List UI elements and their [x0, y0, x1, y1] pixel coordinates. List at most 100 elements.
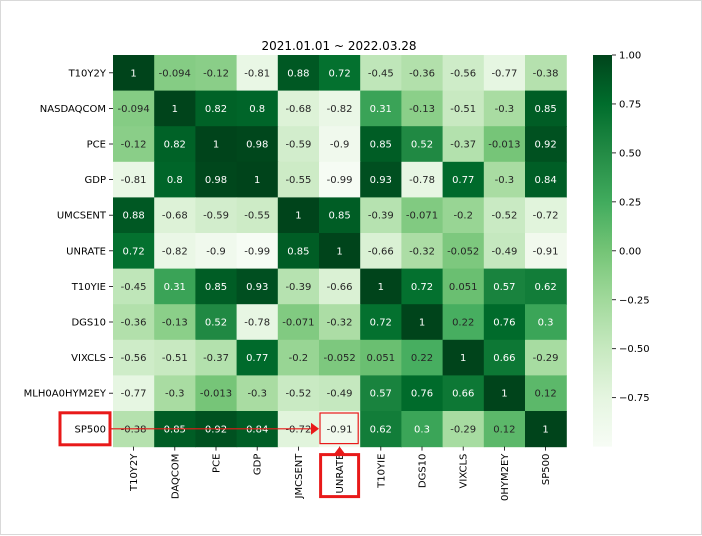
row-tick-label-vixcls: VIXCLS	[71, 353, 106, 364]
heatmap-cell-unrate-gdp	[236, 233, 279, 270]
column-tick-label-dgs10: DGS10	[418, 454, 429, 489]
heatmap-cell-gdp-t10y2y	[113, 161, 155, 198]
heatmap-cell-t10yie-jmcsent	[277, 268, 320, 305]
row-tick-label-sp500: SP500	[75, 424, 106, 435]
heatmap-cell-value: 0.84	[246, 424, 268, 435]
heatmap-cell-value: -0.32	[409, 246, 435, 257]
heatmap-cell-value: -0.78	[409, 175, 435, 186]
column-tick-labels: T10Y2Y DAQCOM PCE GDP JMCSENT UNRATE T10YIE DGS…	[129, 446, 552, 501]
heatmap-cell-value: -0.052	[323, 353, 355, 364]
heatmap-cell-pce-pce	[195, 126, 238, 163]
heatmap-cell-value: 1	[254, 175, 260, 186]
heatmap-cell-value: 1	[460, 353, 466, 364]
heatmap-cell-value: -0.55	[244, 211, 270, 222]
heatmap-cell-value: -0.66	[368, 246, 394, 257]
heatmap-cell-value: -0.052	[447, 246, 479, 257]
colorbar-tick-label: −0.25	[619, 295, 650, 306]
heatmap-cell-value: 0.31	[370, 104, 392, 115]
heatmap-cell-value: -0.56	[450, 68, 476, 79]
heatmap-cell-umcsent-gdp	[236, 197, 279, 234]
heatmap-cell-pce-t10yie	[360, 126, 402, 163]
heatmap-cell-value: 1	[378, 282, 384, 293]
heatmap-cell-value: 0.93	[370, 175, 392, 186]
heatmap-cell-value: 0.72	[122, 246, 144, 257]
heatmap-cell-value: 0.31	[164, 282, 186, 293]
heatmap-cell-value: 0.77	[246, 353, 268, 364]
heatmap-cell-pce-sp500	[525, 126, 567, 163]
row-tick-label-dgs10: DGS10	[71, 318, 106, 329]
colorbar-tick-label: 0.00	[619, 246, 641, 257]
heatmap-cell-value: 0.57	[493, 282, 515, 293]
colorbar-tick-label: 0.25	[619, 197, 641, 208]
heatmap-cell-vixcls-sp500	[525, 339, 567, 376]
heatmap-cell-value: 0.52	[411, 140, 433, 151]
heatmap-cell-value: 1	[336, 246, 342, 257]
column-tick-label-pce: PCE	[212, 454, 223, 473]
heatmap-cell-value: 0.85	[370, 140, 392, 151]
heatmap-cell-value: -0.45	[368, 68, 394, 79]
heatmap-cell-umcsent-0hym2ey	[483, 197, 526, 234]
heatmap-cell-sp500-dgs10	[401, 411, 444, 448]
heatmap-cell-nasdaqcom-dgs10	[401, 90, 444, 127]
heatmap-cell-dgs10-0hym2ey	[483, 304, 526, 341]
heatmap-cell-nasdaqcom-unrate	[319, 90, 361, 127]
heatmap-cell-gdp-dgs10	[401, 161, 444, 198]
heatmap-cell-value: 0.62	[370, 424, 392, 435]
column-tick-label-0hym2ey: 0HYM2EY	[500, 453, 511, 501]
heatmap-cell-value: 0.051	[449, 282, 478, 293]
heatmap-cell-value: -0.9	[206, 246, 226, 257]
heatmap-cell-value: -0.82	[162, 246, 188, 257]
column-arrow-head	[333, 446, 346, 455]
heatmap-cell-value: -0.77	[121, 389, 147, 400]
heatmap-cell-vixcls-gdp	[236, 339, 279, 376]
heatmap-cell-value: -0.51	[450, 104, 476, 115]
heatmap-cell-value: 1	[213, 140, 219, 151]
heatmap-cell-mlh0a0hym2ey-pce	[195, 375, 238, 412]
heatmap-cell-value: -0.39	[285, 282, 311, 293]
row-tick-label-umcsent: UMCSENT	[57, 211, 107, 222]
column-tick-label-t10yie: T10YIE	[376, 454, 387, 489]
heatmap-cell-mlh0a0hym2ey-t10y2y	[113, 375, 155, 412]
heatmap-cell-gdp-vixcls	[442, 161, 485, 198]
heatmap-cell-mlh0a0hym2ey-gdp	[236, 375, 279, 412]
heatmap-cell-value: -0.81	[121, 175, 147, 186]
heatmap-cell-vixcls-daqcom	[154, 339, 196, 376]
heatmap-cell-umcsent-daqcom	[154, 197, 196, 234]
colorbar-tick-label: −0.75	[619, 393, 650, 404]
heatmap-cell-value: 0.76	[493, 318, 515, 329]
heatmap-cell-value: -0.68	[285, 104, 311, 115]
heatmap-cell-unrate-t10y2y	[113, 233, 155, 270]
heatmap-cell-umcsent-vixcls	[442, 197, 485, 234]
heatmap-cell-t10y2y-sp500	[525, 55, 567, 92]
heatmap-cell-value: -0.66	[327, 282, 353, 293]
heatmap-cell-nasdaqcom-t10y2y	[113, 90, 155, 127]
heatmap-cell-umcsent-dgs10	[401, 197, 444, 234]
heatmap-cell-mlh0a0hym2ey-daqcom	[154, 375, 196, 412]
heatmap-cell-t10y2y-gdp	[236, 55, 279, 92]
heatmap-cell-value: -0.51	[162, 353, 188, 364]
colorbar-tick-label: −0.50	[619, 344, 650, 355]
heatmap-cell-pce-daqcom	[154, 126, 196, 163]
heatmap-cell-sp500-0hym2ey	[483, 411, 526, 448]
heatmap-cell-sp500-sp500	[525, 411, 567, 448]
heatmap-cell-value: -0.094	[159, 68, 191, 79]
heatmap-cell-value: -0.49	[327, 389, 353, 400]
heatmap-cell-value: 1	[172, 104, 178, 115]
column-tick-label-daqcom: DAQCOM	[170, 454, 181, 500]
colorbar-tick-label: 0.75	[619, 99, 641, 110]
heatmap-cell-value: -0.49	[491, 246, 517, 257]
heatmap-cells	[113, 55, 567, 448]
cell-highlight-box	[319, 412, 359, 445]
heatmap-cell-t10y2y-pce	[195, 55, 238, 92]
column-tick-label-gdp: GDP	[253, 454, 264, 475]
heatmap-cell-t10y2y-dgs10	[401, 55, 444, 92]
heatmap-cell-unrate-vixcls	[442, 233, 485, 270]
colorbar-tick-label: 0.50	[619, 148, 641, 159]
heatmap-cell-t10yie-daqcom	[154, 268, 196, 305]
heatmap-cell-value: 1	[501, 389, 507, 400]
heatmap-cell-value: -0.91	[327, 424, 353, 435]
heatmap-cell-umcsent-sp500	[525, 197, 567, 234]
heatmap-cell-dgs10-vixcls	[442, 304, 485, 341]
heatmap-cell-sp500-unrate	[319, 411, 361, 448]
heatmap-cell-value: 0.3	[538, 318, 554, 329]
